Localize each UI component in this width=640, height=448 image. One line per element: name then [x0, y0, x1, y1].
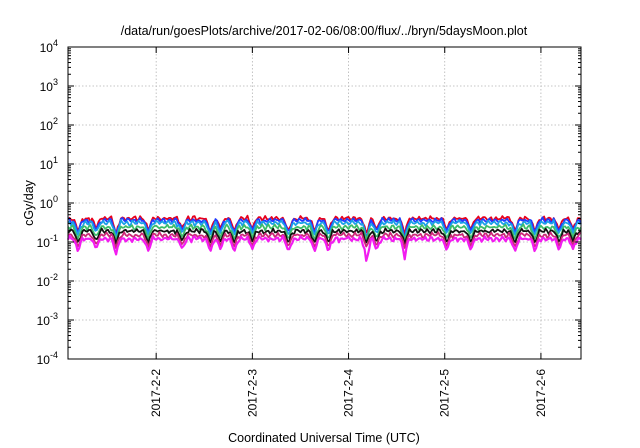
x-axis-title: Coordinated Universal Time (UTC) [228, 431, 420, 445]
y-tick-label: 101 [40, 155, 58, 172]
y-tick-label: 10-1 [37, 233, 58, 250]
y-tick-label: 100 [40, 194, 58, 211]
series-line [67, 214, 582, 236]
series-line [67, 216, 582, 242]
series-line [67, 227, 582, 245]
grid [68, 47, 581, 359]
series-line [67, 223, 582, 242]
series-line [67, 231, 582, 249]
series-line [66, 234, 582, 262]
y-tick-label: 104 [40, 38, 58, 55]
y-tick-labels: 10-4 10-3 10-2 10-1 100 101 102 103 104 [37, 38, 58, 367]
y-tick-label: 10-3 [37, 311, 58, 328]
y-tick-label: 102 [40, 116, 58, 133]
y-tick-label: 10-4 [37, 350, 58, 367]
series-group [66, 214, 582, 262]
ticks [68, 46, 581, 360]
x-tick-label: 2017-2-6 [534, 369, 548, 417]
x-tick-label: 2017-2-4 [342, 369, 356, 417]
y-axis-title: cGy/day [22, 179, 36, 226]
y-tick-label: 10-2 [37, 272, 58, 289]
x-tick-label: 2017-2-3 [245, 369, 259, 417]
x-tick-label: 2017-2-5 [438, 369, 452, 417]
y-tick-label: 103 [40, 77, 58, 94]
series-line [67, 219, 581, 243]
x-tick-labels: 2017-2-2 2017-2-3 2017-2-4 2017-2-5 2017-2-6 [149, 369, 548, 417]
x-tick-label: 2017-2-2 [149, 369, 163, 417]
chart-title: /data/run/goesPlots/archive/2017-02-06/0… [121, 24, 528, 38]
